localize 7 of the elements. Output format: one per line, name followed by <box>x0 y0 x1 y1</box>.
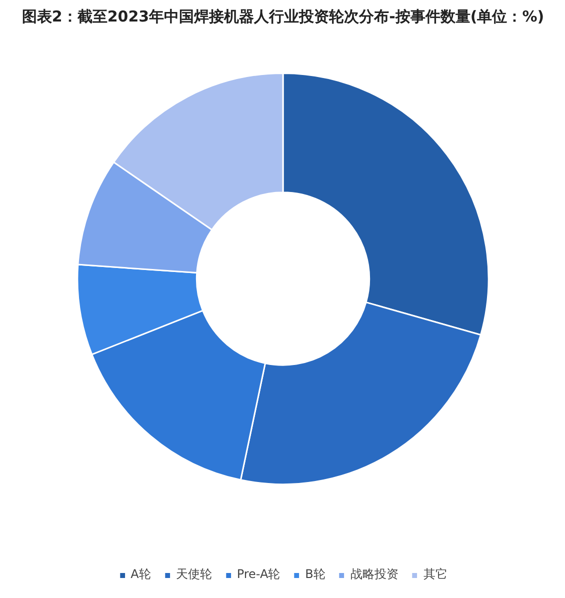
legend-label: Pre-A轮 <box>236 566 280 583</box>
legend-label: 天使轮 <box>176 566 212 583</box>
legend-label: A轮 <box>130 566 151 583</box>
legend-label: 战略投资 <box>350 566 398 583</box>
legend-label: 其它 <box>423 566 448 583</box>
chart-title: 图表2：截至2023年中国焊接机器人行业投资轮次分布-按事件数量(单位：%) <box>22 8 544 26</box>
legend-label: B轮 <box>305 566 326 583</box>
